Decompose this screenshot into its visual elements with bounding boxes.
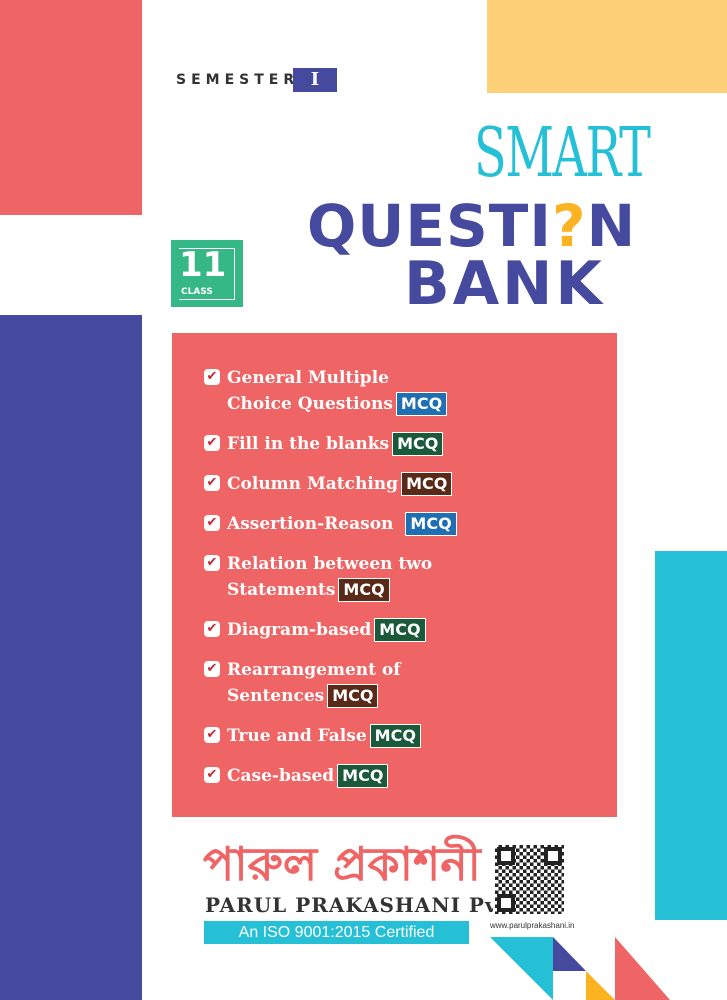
check-icon: ✔ [204, 621, 220, 637]
class-label: CLASS [181, 287, 216, 297]
mcq-badge: MCQ [338, 578, 390, 602]
decor-teal-block [655, 551, 727, 920]
mcq-badge: MCQ [405, 512, 457, 536]
feature-item: ✔ Assertion-Reason MCQ [204, 511, 457, 537]
check-icon: ✔ [204, 555, 220, 571]
title-bank: BANK [404, 249, 605, 319]
title-question: QUESTI?N [307, 196, 636, 256]
title-smart: SMART [474, 114, 651, 193]
feature-item: ✔ General Multiple Choice Questions MCQ [204, 365, 448, 417]
semester-label: SEMESTER [176, 72, 300, 88]
mcq-badge: MCQ [369, 724, 421, 748]
check-icon: ✔ [204, 435, 220, 451]
feature-text-line2: Statements [227, 580, 336, 600]
mcq-badge: MCQ [327, 684, 379, 708]
feature-item: ✔ Diagram-based MCQ [204, 617, 426, 643]
check-icon: ✔ [204, 661, 220, 677]
feature-item: ✔ Column Matching MCQ [204, 471, 453, 497]
mcq-badge: MCQ [395, 392, 448, 416]
feature-text: Diagram-based [227, 620, 372, 640]
mcq-badge: MCQ [401, 472, 453, 496]
features-panel: ✔ General Multiple Choice Questions MCQ ✔ Fil… [172, 333, 617, 817]
feature-text: Rearrangement of [227, 660, 401, 680]
title-question-pre: QUESTI [307, 192, 552, 260]
feature-text: General Multiple [227, 368, 389, 388]
check-icon: ✔ [204, 515, 220, 531]
feature-text: Fill in the blanks [227, 434, 390, 454]
decor-triangles [490, 937, 670, 1000]
feature-item: ✔ Fill in the blanks MCQ [204, 431, 444, 457]
decor-red-block [0, 0, 142, 215]
feature-text: True and False [227, 726, 367, 746]
feature-text: Case-based [227, 766, 335, 786]
mcq-badge: MCQ [392, 432, 444, 456]
feature-text: Column Matching [227, 474, 399, 494]
feature-item: ✔ Relation between two Statements MCQ [204, 551, 432, 603]
check-icon: ✔ [204, 369, 220, 385]
triangle-teal [490, 937, 553, 1000]
qr-code[interactable] [493, 843, 566, 916]
feature-text: Relation between two [227, 554, 433, 574]
check-icon: ✔ [204, 727, 220, 743]
publisher-url[interactable]: www.parulprakashani.in [490, 921, 575, 930]
mcq-badge: MCQ [374, 618, 426, 642]
semester-number: I [293, 68, 337, 92]
class-badge: 11 CLASS [171, 240, 243, 307]
feature-item: ✔ Case-based MCQ [204, 763, 389, 789]
feature-item: ✔ True and False MCQ [204, 723, 421, 749]
publisher-logo: পারুল প্রকাশনী [203, 837, 481, 891]
check-icon: ✔ [204, 767, 220, 783]
title-question-post: N [586, 192, 637, 260]
feature-text-line2: Choice Questions [227, 394, 393, 414]
decor-blue-block [0, 315, 142, 1000]
iso-certification: An ISO 9001:2015 Certified Company [204, 921, 469, 964]
mcq-badge: MCQ [337, 764, 389, 788]
question-mark-icon: ? [551, 192, 587, 260]
feature-text: Assertion-Reason [227, 514, 394, 534]
triangle-red [615, 937, 670, 1000]
feature-text-line2: Sentences [227, 686, 325, 706]
feature-item: ✔ Rearrangement of Sentences MCQ [204, 657, 401, 709]
decor-yellow-block [487, 0, 727, 93]
check-icon: ✔ [204, 475, 220, 491]
triangle-yellow [586, 971, 615, 1000]
class-number: 11 [179, 245, 227, 285]
triangle-blue [553, 937, 586, 971]
